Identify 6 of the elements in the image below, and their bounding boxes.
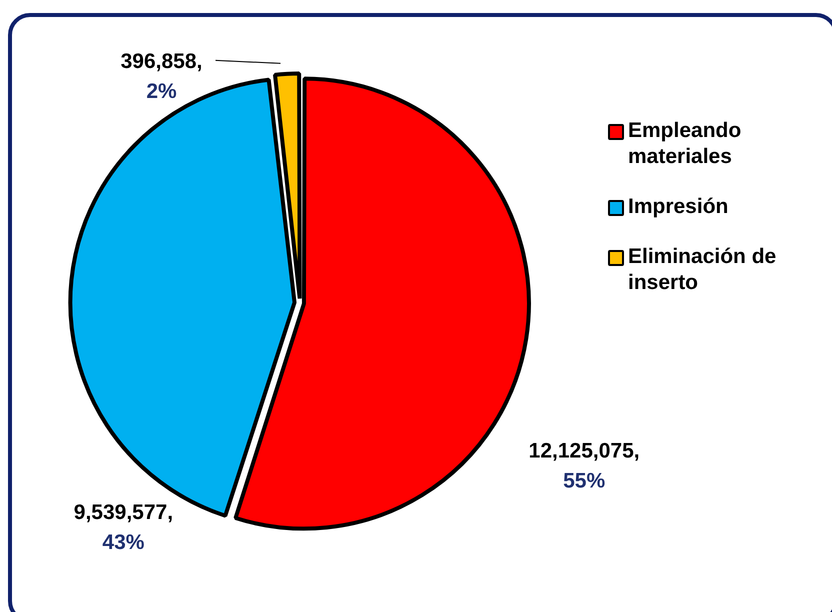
legend-label: Impresión [628, 194, 728, 220]
legend-label: Eliminación de inserto [628, 244, 778, 296]
data-label: 396,858, 2% [120, 50, 202, 104]
legend-label: Empleando materiales [628, 118, 742, 170]
data-label: 12,125,075, 55% [528, 440, 640, 493]
data-label: 9,539,577, 43% [74, 501, 174, 554]
